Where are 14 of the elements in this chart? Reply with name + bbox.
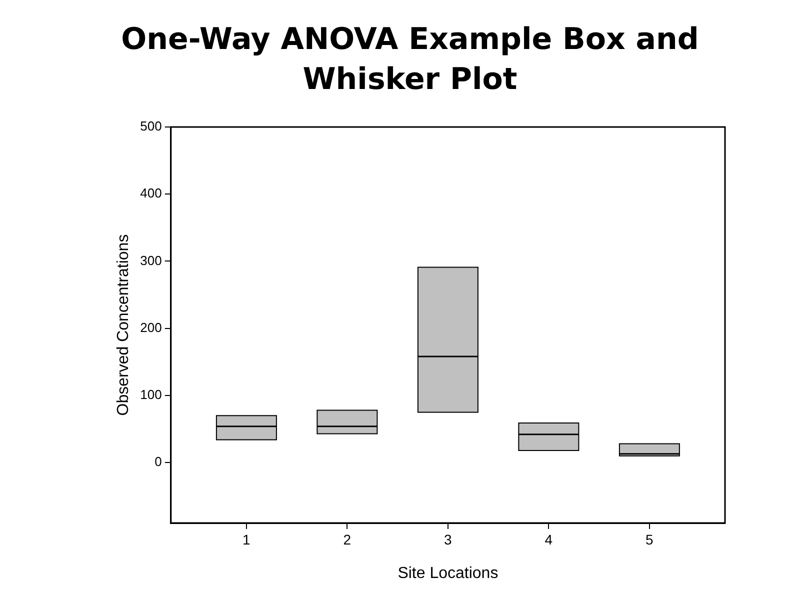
x-tick-label: 3 xyxy=(444,531,452,548)
y-tick-label: 100 xyxy=(140,387,162,402)
chart-title: One-Way ANOVA Example Box and Whisker Plot xyxy=(120,21,700,99)
y-tick-label: 200 xyxy=(140,320,162,335)
y-tick-label: 500 xyxy=(140,118,162,134)
y-tick-label: 0 xyxy=(154,454,162,470)
x-tick-label: 1 xyxy=(242,531,251,548)
y-tick-label: 400 xyxy=(140,186,162,201)
x-tick-label: 5 xyxy=(646,531,654,548)
x-axis-title: Site Locations xyxy=(398,564,498,582)
y-axis-title: Observed Concentrations xyxy=(115,234,132,416)
x-tick-label: 4 xyxy=(544,531,553,548)
y-tick-label: 300 xyxy=(140,252,162,268)
x-tick-label: 2 xyxy=(343,531,352,548)
